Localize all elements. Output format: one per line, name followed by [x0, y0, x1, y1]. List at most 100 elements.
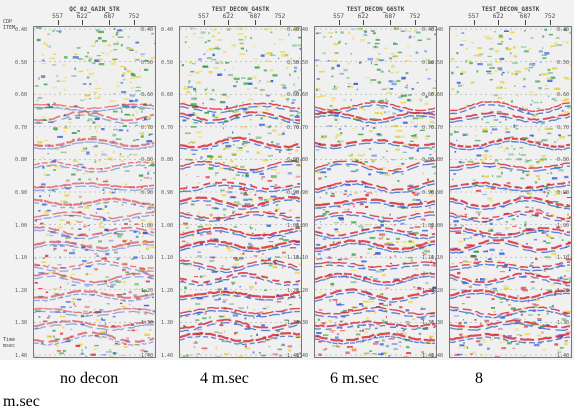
- trace-noise: [69, 215, 74, 217]
- trace-noise: [240, 192, 244, 195]
- trace-noise: [523, 355, 525, 357]
- time-label-left: 0.50: [431, 59, 444, 66]
- trace-noise: [569, 63, 571, 66]
- trace-noise: [561, 239, 564, 241]
- trace-noise: [546, 236, 552, 238]
- time-label-left: 0.80: [15, 157, 28, 164]
- trace-noise: [354, 191, 358, 194]
- trace-noise: [368, 341, 370, 343]
- trace-noise: [500, 86, 503, 89]
- trace-noise: [461, 32, 465, 34]
- trace-noise: [530, 103, 532, 106]
- trace-noise: [351, 306, 358, 308]
- trace-noise: [395, 148, 400, 151]
- trace-noise: [361, 260, 367, 263]
- trace-noise: [121, 110, 123, 113]
- trace-noise: [217, 288, 222, 290]
- trace-noise: [243, 198, 248, 202]
- reflector-peak: [34, 197, 155, 207]
- trace-noise: [73, 303, 75, 305]
- trace-noise: [293, 83, 295, 86]
- trace-noise: [75, 117, 80, 119]
- trace-noise: [238, 307, 244, 310]
- trace-noise: [364, 328, 371, 330]
- trace-noise: [391, 159, 395, 161]
- trace-noise: [104, 280, 108, 283]
- trace-noise: [296, 148, 299, 151]
- time-label-left: 0.40: [431, 27, 444, 33]
- trace-noise: [316, 170, 321, 174]
- trace-noise: [336, 343, 339, 346]
- trace-noise: [267, 180, 273, 182]
- trace-noise: [211, 296, 215, 299]
- trace-noise: [101, 319, 106, 321]
- trace-noise: [554, 109, 557, 111]
- trace-noise: [519, 227, 521, 229]
- trace-noise: [409, 227, 414, 229]
- trace-noise: [485, 323, 490, 326]
- reflector-peak: [180, 318, 301, 330]
- trace-noise: [558, 169, 564, 172]
- trace-noise: [334, 85, 336, 88]
- trace-noise: [344, 190, 348, 192]
- trace-noise: [219, 279, 225, 281]
- trace-noise: [71, 301, 76, 303]
- trace-noise: [208, 70, 213, 74]
- cdp-label: 752: [274, 13, 286, 20]
- trace-noise: [235, 165, 238, 167]
- trace-noise: [259, 311, 264, 314]
- trace-noise: [63, 249, 68, 252]
- trace-noise: [82, 113, 86, 117]
- trace-noise: [113, 42, 119, 46]
- reflector-peak: [34, 211, 155, 220]
- trace-noise: [388, 69, 391, 73]
- trace-noise: [567, 134, 571, 137]
- trace-noise: [413, 36, 416, 38]
- trace-noise: [409, 140, 414, 142]
- trace-noise: [56, 350, 61, 352]
- trace-noise: [417, 287, 422, 290]
- time-label-left: 1.30: [431, 320, 444, 327]
- trace-noise: [241, 77, 246, 79]
- trace-noise: [472, 351, 476, 355]
- trace-noise: [85, 285, 90, 287]
- trace-noise: [95, 87, 101, 90]
- trace-noise: [506, 182, 511, 185]
- trace-noise: [501, 171, 503, 175]
- trace-noise: [37, 97, 43, 99]
- trace-noise: [532, 305, 538, 308]
- trace-noise: [196, 81, 202, 84]
- reflector-peak: [34, 103, 155, 110]
- trace-noise: [523, 306, 526, 310]
- trace-noise: [116, 343, 121, 346]
- trace-noise: [564, 206, 570, 208]
- trace-noise: [202, 65, 209, 68]
- trace-noise: [432, 122, 436, 124]
- trace-noise: [149, 127, 152, 130]
- trace-noise: [366, 317, 370, 320]
- cdp-label: 752: [409, 13, 421, 20]
- trace-noise: [280, 83, 283, 86]
- trace-noise: [361, 227, 364, 230]
- trace-noise: [212, 28, 217, 31]
- trace-noise: [429, 335, 434, 338]
- trace-noise: [267, 198, 274, 201]
- trace-noise: [54, 338, 60, 341]
- trace-noise: [531, 287, 535, 289]
- trace-noise: [375, 193, 377, 196]
- trace-noise: [268, 346, 271, 348]
- trace-noise: [388, 338, 395, 340]
- trace-noise: [534, 273, 538, 275]
- trace-noise: [89, 91, 91, 93]
- trace-noise: [78, 178, 81, 181]
- trace-noise: [359, 61, 362, 64]
- trace-noise: [490, 41, 493, 44]
- reflector-trough: [315, 323, 436, 331]
- trace-noise: [271, 100, 275, 102]
- trace-noise: [262, 159, 269, 162]
- trace-noise: [330, 282, 335, 286]
- trace-noise: [71, 273, 75, 275]
- trace-noise: [88, 229, 90, 231]
- trace-noise: [363, 306, 367, 308]
- trace-noise: [461, 224, 464, 227]
